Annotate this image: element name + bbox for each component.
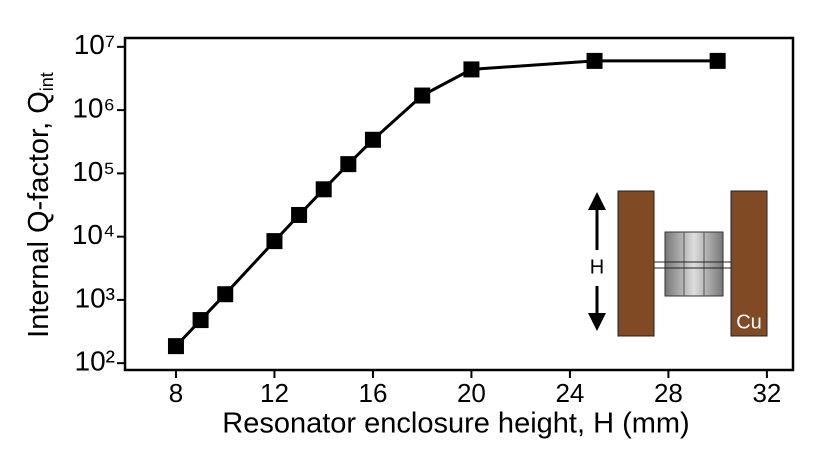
y-axis-label: Internal Q-factor, Qint	[23, 72, 57, 338]
x-tick-label: 16	[358, 378, 387, 408]
inset-diagram: H Cu	[588, 190, 768, 337]
data-point	[291, 206, 308, 223]
x-tick-label: 32	[752, 378, 781, 408]
plate-left	[617, 190, 655, 337]
x-tick-label: 8	[169, 378, 183, 408]
y-tick-label: 10²	[75, 346, 115, 377]
inset-material-label: Cu	[736, 311, 762, 333]
x-axis-label: Resonator enclosure height, H (mm)	[222, 408, 689, 440]
y-tick-label: 10⁴	[72, 219, 115, 250]
arrow-head	[588, 313, 606, 331]
y-tick-label: 10³	[75, 282, 115, 313]
rod	[653, 261, 732, 269]
x-tick-label: 24	[555, 378, 584, 408]
resonator	[664, 231, 724, 297]
data-point	[463, 61, 480, 78]
y-tick-label: 10⁶	[72, 93, 115, 124]
data-point	[266, 233, 283, 250]
inset-height-label: H	[590, 256, 604, 278]
arrow-head	[588, 192, 606, 210]
x-tick-label: 28	[654, 378, 683, 408]
data-point	[192, 312, 209, 329]
data-point	[167, 338, 184, 355]
data-point	[709, 52, 726, 69]
y-tick-label: 10⁷	[74, 29, 115, 60]
x-tick-label: 20	[457, 378, 486, 408]
data-point	[315, 181, 332, 198]
x-tick-label: 12	[260, 378, 289, 408]
plate-right	[730, 190, 768, 337]
y-tick-label: 10⁵	[72, 156, 115, 187]
data-point	[586, 52, 603, 69]
plot-frame	[123, 36, 795, 372]
data-point	[414, 87, 431, 104]
data-point	[340, 156, 357, 173]
data-point	[364, 131, 381, 148]
data-point	[217, 286, 234, 303]
y-axis-label-subscript: int	[37, 72, 57, 91]
y-axis-label-text: Internal Q-factor, Q	[23, 91, 55, 338]
